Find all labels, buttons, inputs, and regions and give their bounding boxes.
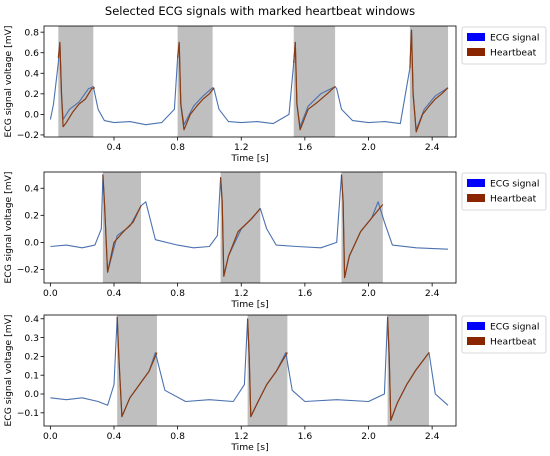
y-tick-label: 0.0 <box>24 110 39 121</box>
chart-panels: 0.4 0.8 1.2 1.6 2.0 2.4 −0.2 0.0 0.2 0.4 0.6 0.8 Tim… <box>3 25 547 453</box>
x-tick-label: 2.0 <box>361 431 376 442</box>
y-tick-label: 0.2 <box>24 352 39 363</box>
x-tick-label: 0.4 <box>107 288 122 299</box>
heartbeat-line <box>247 318 288 418</box>
heartbeat-line <box>177 41 215 131</box>
heartbeat-window <box>220 172 261 283</box>
heartbeat-window <box>387 315 429 426</box>
legend-swatch <box>467 337 485 345</box>
x-tick-label: 0.0 <box>43 288 58 299</box>
x-axis-label: Time [s] <box>230 299 268 310</box>
heartbeat-window <box>341 172 383 283</box>
legend-entry-label: ECG signal <box>490 33 539 44</box>
legend-swatch <box>467 194 485 202</box>
y-tick-label: −0.1 <box>17 408 39 419</box>
heartbeat-line <box>293 41 336 131</box>
legend: ECG signal Heartbeat <box>461 26 547 65</box>
legend-entry-label: Heartbeat <box>490 337 537 348</box>
x-tick-label: 0.8 <box>170 288 185 299</box>
heartbeat-line <box>220 177 261 277</box>
heartbeat-window <box>247 315 288 426</box>
heartbeat-line <box>116 316 158 418</box>
y-tick-label: −0.2 <box>17 130 39 141</box>
legend-swatch <box>467 322 485 330</box>
x-tick-label: 2.0 <box>361 288 376 299</box>
x-tick-label: 0.4 <box>107 431 122 442</box>
x-tick-label: 1.2 <box>234 431 249 442</box>
axes-frame <box>43 25 457 138</box>
y-tick-label: 0.6 <box>24 48 39 59</box>
y-tick-label: 0.3 <box>24 333 39 344</box>
heartbeat-window <box>409 26 449 137</box>
chart-panel-bottom: 0.0 0.4 0.8 1.2 1.6 2.0 2.4 −0.1 0.0 0.1 0.2 0.3 0.4… <box>3 314 547 453</box>
x-tick-label: 0.8 <box>170 142 185 153</box>
chart-panel-top: 0.4 0.8 1.2 1.6 2.0 2.4 −0.2 0.0 0.2 0.4 0.6 0.8 Tim… <box>3 25 547 164</box>
y-tick-label: 0.4 <box>24 68 39 79</box>
heartbeat-line <box>387 316 430 421</box>
y-tick-label: 0.0 <box>24 389 39 400</box>
heartbeat-line <box>102 174 142 273</box>
legend-entry-label: ECG signal <box>490 322 539 333</box>
x-tick-label: 2.0 <box>361 142 376 153</box>
plot-area <box>50 172 449 283</box>
legend: ECG signal Heartbeat <box>461 315 547 354</box>
x-tick-label: 1.6 <box>298 288 313 299</box>
y-axis-label: ECG signal voltage [mV] <box>3 25 14 137</box>
y-tick-label: 0.1 <box>24 370 39 381</box>
heartbeat-line <box>409 29 449 133</box>
y-tick-label: 0.8 <box>24 27 39 38</box>
x-tick-label: 2.4 <box>425 142 440 153</box>
legend-swatch <box>467 48 485 56</box>
y-axis-label: ECG signal voltage [mV] <box>3 171 14 283</box>
x-tick-label: 1.6 <box>298 431 313 442</box>
y-tick-label: 0.2 <box>24 211 39 222</box>
y-axis-label: ECG signal voltage [mV] <box>3 314 14 426</box>
y-tick-label: −0.2 <box>17 265 39 276</box>
x-tick-label: 2.4 <box>425 288 440 299</box>
plot-area <box>50 315 449 426</box>
heartbeat-line <box>57 41 96 128</box>
heartbeat-window <box>58 26 94 137</box>
legend-swatch <box>467 33 485 41</box>
x-tick-label: 1.2 <box>234 288 249 299</box>
y-tick-label: 0.4 <box>24 183 39 194</box>
y-tick-label: 0.4 <box>24 314 39 325</box>
heartbeat-window <box>293 26 336 137</box>
chart-panel-middle: 0.0 0.4 0.8 1.2 1.6 2.0 2.4 −0.2 0.0 0.2 0.4 Time [… <box>3 171 547 310</box>
legend: ECG signal Heartbeat <box>461 172 547 211</box>
x-tick-label: 1.2 <box>234 142 249 153</box>
x-tick-label: 0.8 <box>170 431 185 442</box>
y-tick-label: 0.2 <box>24 89 39 100</box>
axes-frame <box>43 171 457 284</box>
legend-swatch <box>467 179 485 187</box>
axes-frame <box>43 314 457 427</box>
x-axis-label: Time [s] <box>230 153 268 164</box>
x-tick-label: 2.4 <box>425 431 440 442</box>
plot-area <box>49 26 449 137</box>
figure-title: Selected ECG signals with marked heartbe… <box>105 4 415 18</box>
legend-entry-label: Heartbeat <box>490 194 537 205</box>
heartbeat-line <box>340 174 384 279</box>
ecg-signal-line <box>49 29 449 131</box>
x-tick-label: 1.6 <box>298 142 313 153</box>
x-axis-label: Time [s] <box>230 442 268 453</box>
legend-entry-label: ECG signal <box>490 179 539 190</box>
x-tick-label: 0.0 <box>43 431 58 442</box>
y-tick-label: 0.0 <box>24 238 39 249</box>
x-tick-label: 0.4 <box>107 142 122 153</box>
legend-entry-label: Heartbeat <box>490 48 537 59</box>
heartbeat-window <box>117 315 157 426</box>
